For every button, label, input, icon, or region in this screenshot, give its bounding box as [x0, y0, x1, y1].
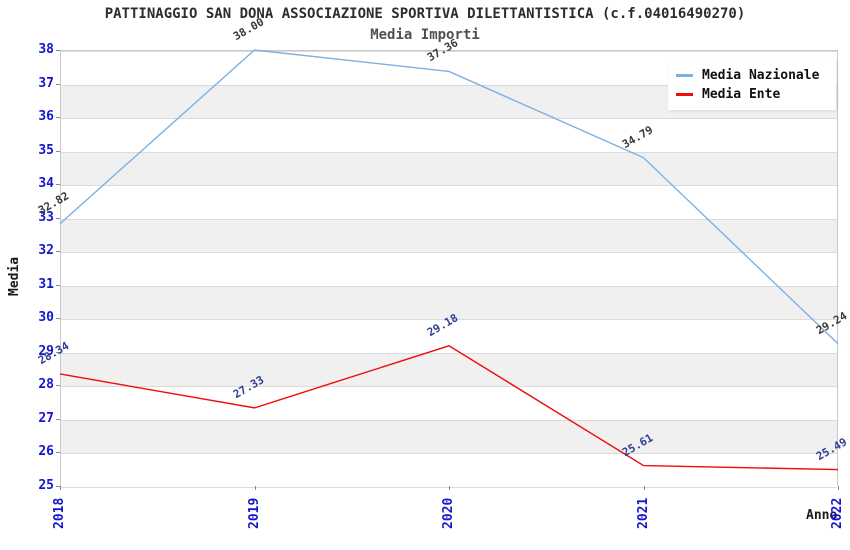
chart-subtitle: Media Importi: [370, 27, 480, 43]
legend-item-media-ente: Media Ente: [676, 85, 828, 104]
x-tick-mark: [60, 486, 61, 490]
media-nazionale-line: [59, 49, 839, 345]
y-tick-mark: [56, 418, 60, 420]
y-tick-label: 38: [38, 42, 54, 57]
x-axis-title: Anno: [806, 508, 838, 523]
y-tick-mark: [56, 318, 60, 320]
y-tick-mark: [56, 452, 60, 454]
y-tick-mark: [56, 50, 60, 51]
media-ente-line-swatch: [676, 93, 693, 96]
y-tick-label: 34: [38, 176, 54, 192]
y-tick-label: 26: [38, 444, 54, 460]
y-tick-label: 29: [38, 343, 54, 359]
y-tick-label: 31: [38, 276, 54, 292]
x-tick-mark: [838, 486, 839, 490]
y-tick-mark: [56, 486, 60, 487]
y-tick-mark: [56, 83, 60, 85]
y-tick-label: 36: [38, 109, 54, 125]
y-tick-label: 30: [38, 310, 54, 326]
y-tick-mark: [56, 117, 60, 119]
y-tick-label: 33: [38, 209, 54, 225]
y-tick-mark: [56, 351, 60, 353]
y-tick-label: 28: [38, 377, 54, 393]
media-nazionale-line-swatch: [676, 74, 693, 77]
media-ente-line: [59, 345, 839, 471]
y-tick-mark: [56, 150, 60, 152]
y-tick-label: 32: [38, 243, 54, 259]
y-tick-label: 35: [38, 142, 54, 158]
legend-item-media-nazionale: Media Nazionale: [676, 66, 828, 85]
y-tick-mark: [56, 251, 60, 253]
y-tick-label: 27: [38, 410, 54, 426]
y-tick-mark: [56, 217, 60, 219]
y-tick-label: 37: [38, 75, 54, 91]
y-tick-mark: [56, 385, 60, 387]
x-tick-mark: [254, 486, 256, 490]
legend: Media Nazionale Media Ente: [668, 60, 836, 110]
y-tick-label: 25: [38, 478, 54, 493]
x-tick-mark: [643, 486, 645, 490]
legend-label-media-ente: Media Ente: [702, 87, 781, 102]
y-tick-mark: [56, 284, 60, 286]
y-tick-mark: [56, 184, 60, 186]
x-tick-mark: [449, 486, 450, 490]
chart-title: PATTINAGGIO SAN DONA ASSOCIAZIONE SPORTI…: [104, 6, 746, 22]
legend-label-media-nazionale: Media Nazionale: [702, 68, 820, 83]
